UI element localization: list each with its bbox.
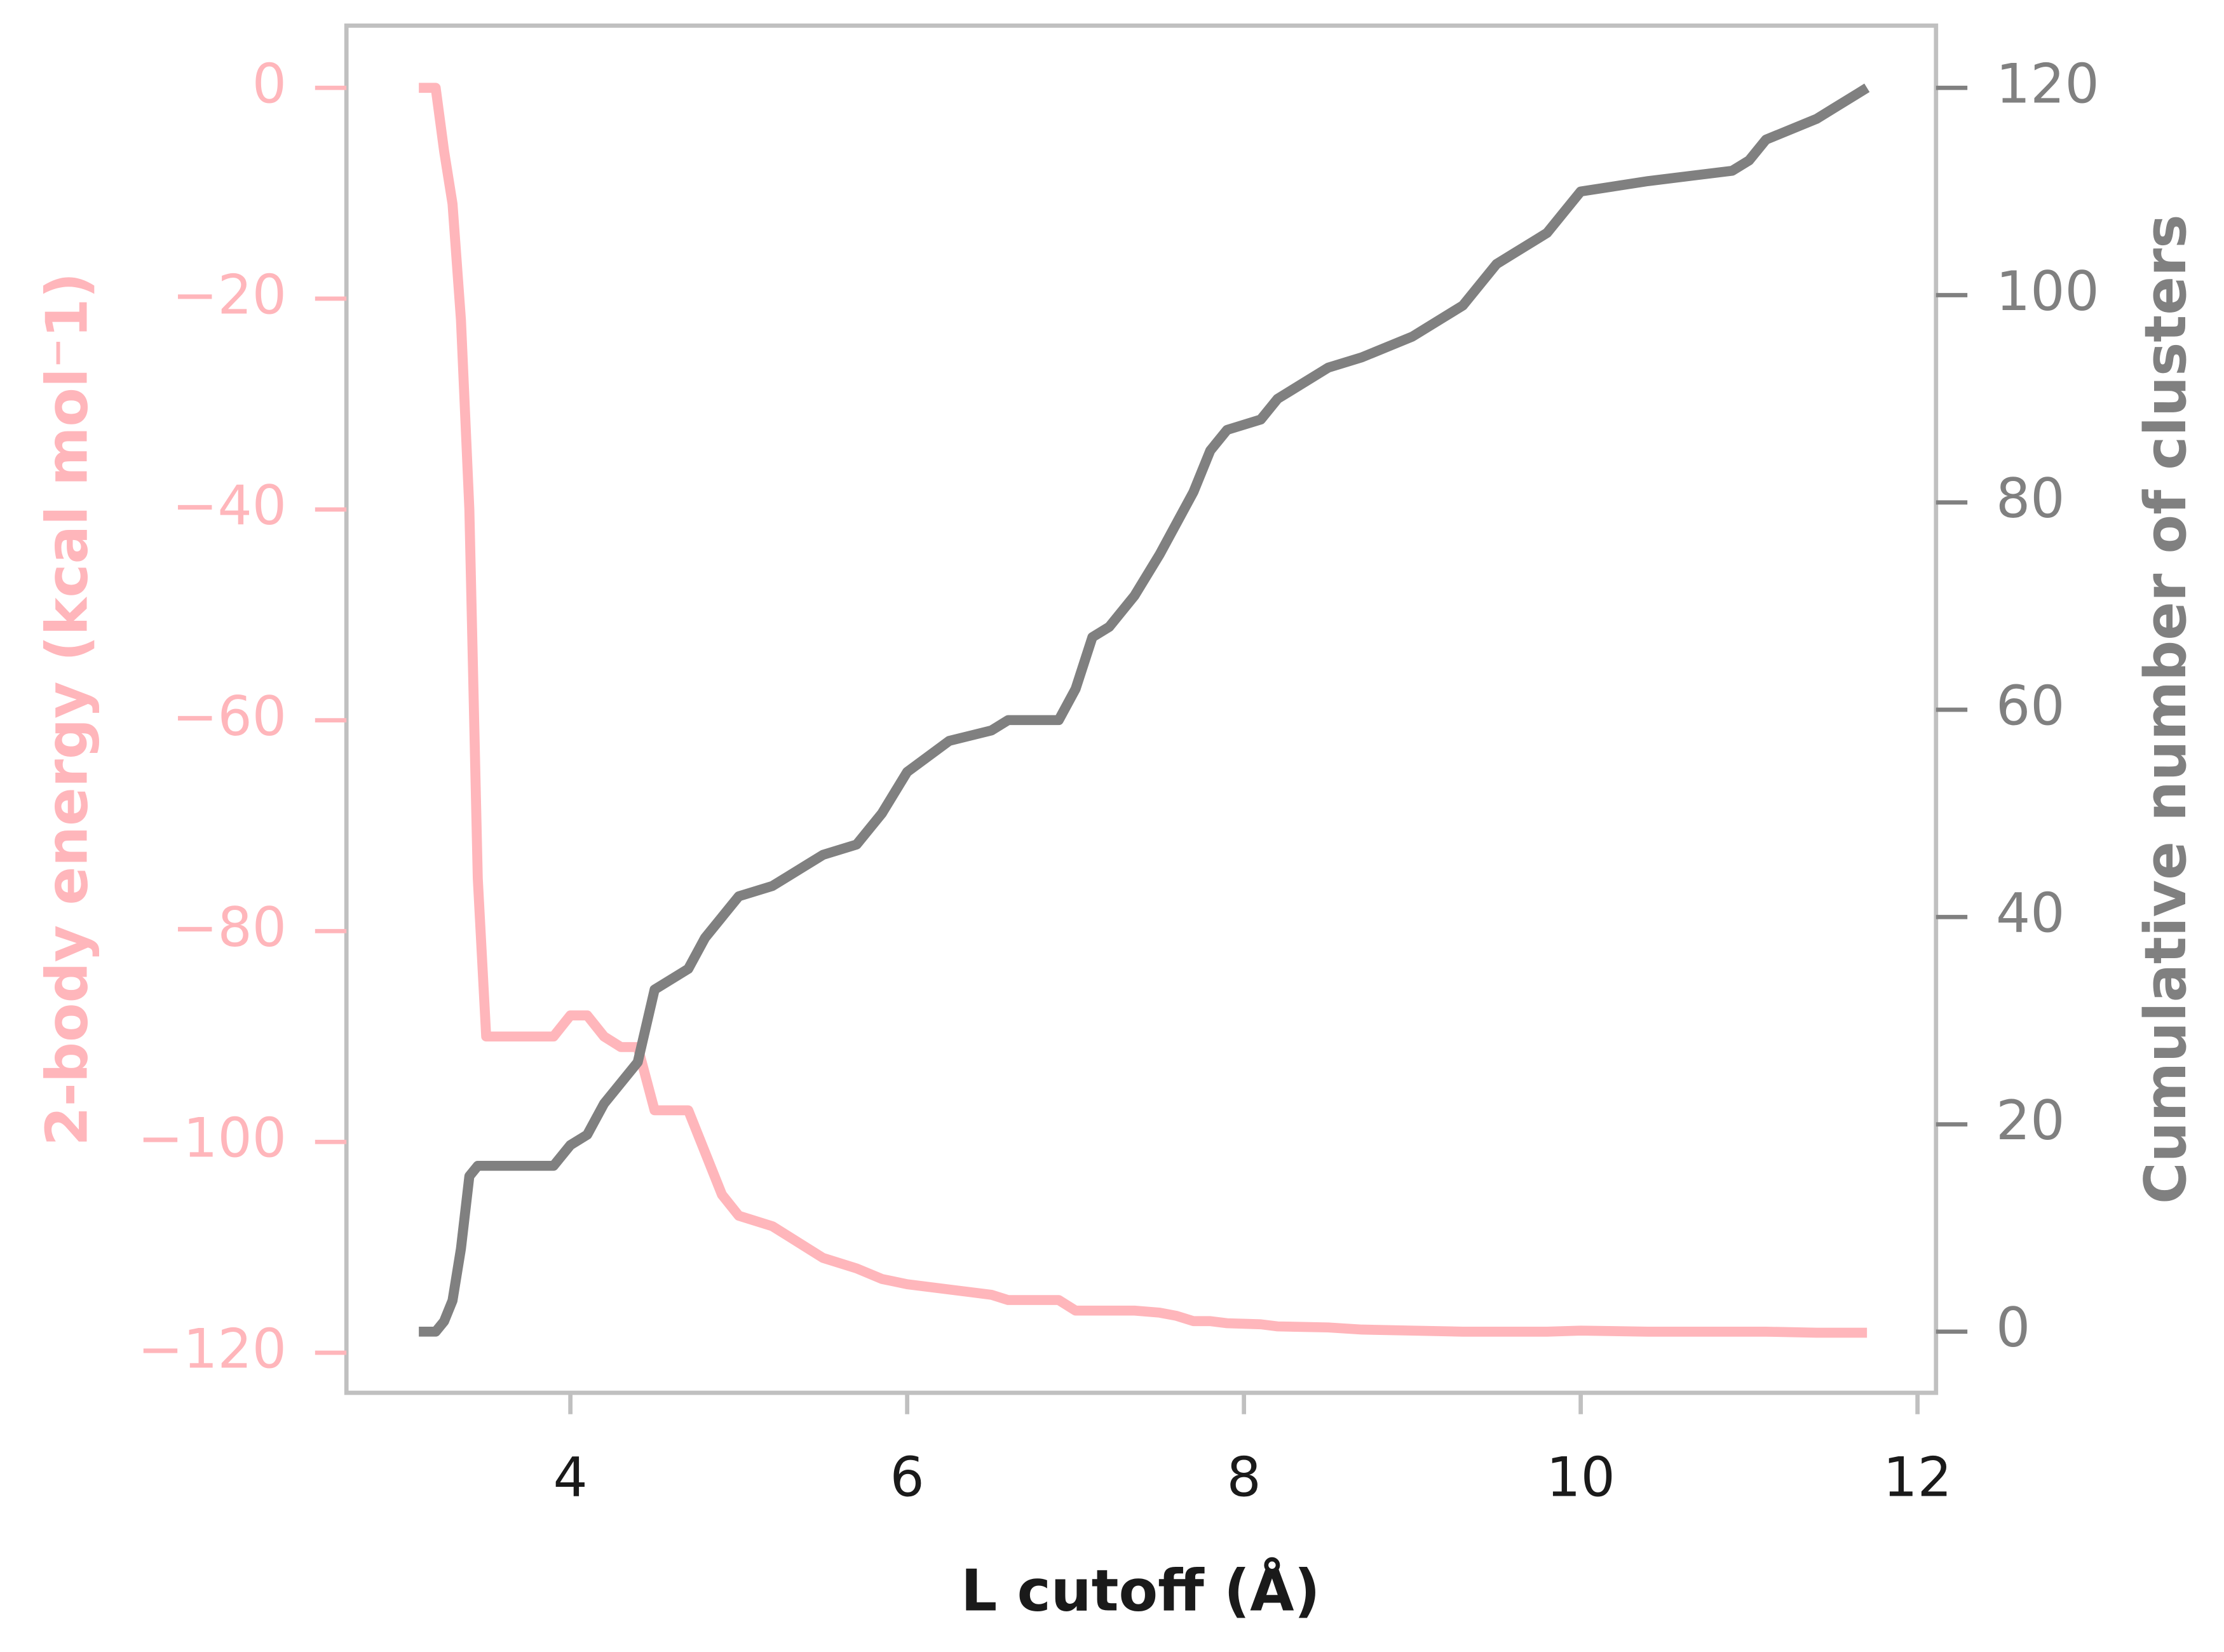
y-tick-label: −80: [172, 897, 287, 959]
y2-tick-label: 120: [1996, 53, 2099, 116]
series-line: [419, 83, 1870, 1337]
y2-tick-label: 40: [1996, 883, 2065, 945]
series-line: [419, 83, 1868, 1338]
y2-tick-label: 100: [1996, 261, 2099, 323]
x-tick-label: 4: [553, 1446, 588, 1509]
y2-tick-label: 80: [1996, 468, 2065, 531]
x-tick-label: 8: [1227, 1446, 1261, 1509]
y-tick-label: −100: [138, 1107, 287, 1170]
y-tick-label: −60: [172, 686, 287, 748]
y2-tick-label: 0: [1996, 1297, 2030, 1360]
x-tick-label: 10: [1546, 1446, 1615, 1509]
y2-tick-label: 60: [1996, 675, 2065, 738]
y2-tick-label: 20: [1996, 1090, 2065, 1153]
x-tick-label: 6: [890, 1446, 925, 1509]
y-tick-label: 0: [252, 53, 287, 116]
y-tick-label: −40: [172, 475, 287, 538]
plot-frame: [344, 23, 1939, 1395]
y-tick-label: −20: [172, 264, 287, 327]
y2-axis-title: Cumulative number of clusters: [2133, 214, 2199, 1204]
x-tick-label: 12: [1883, 1446, 1951, 1509]
y-tick-label: −120: [138, 1318, 287, 1381]
x-axis-title: L cutoff (Å): [961, 1558, 1320, 1625]
y-axis-title: 2-body energy (kcal mol⁻1): [35, 273, 101, 1146]
